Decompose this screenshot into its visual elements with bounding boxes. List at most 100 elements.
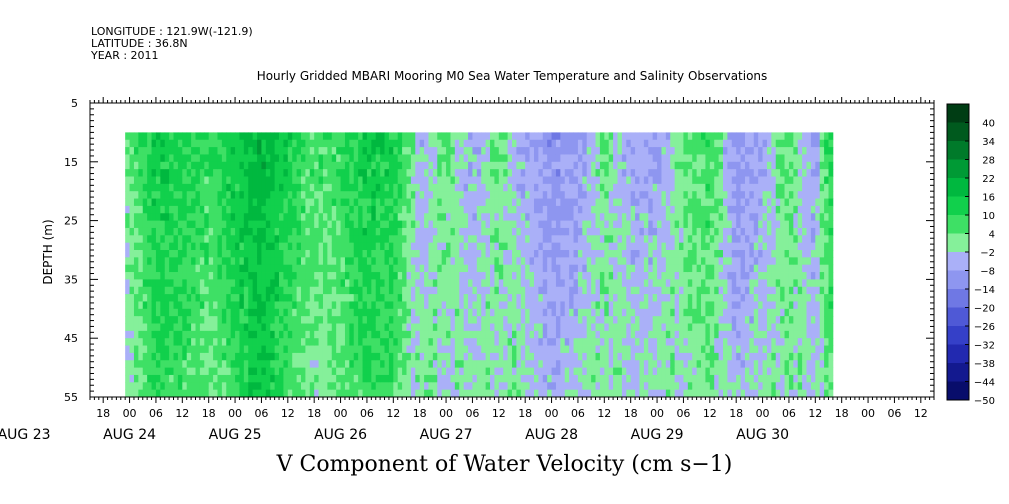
heatmap-cell xyxy=(626,374,632,383)
heatmap-cell xyxy=(177,389,183,398)
heatmap-cell xyxy=(701,374,706,383)
heatmap-cell xyxy=(665,139,671,148)
heatmap-cell xyxy=(349,139,355,148)
heatmap-cell xyxy=(701,316,706,324)
heatmap-cell xyxy=(182,279,188,288)
heatmap-cell xyxy=(683,382,689,391)
heatmap-cell xyxy=(705,352,711,361)
heatmap-cell xyxy=(533,367,539,376)
heatmap-cell xyxy=(670,316,676,324)
heatmap-cell xyxy=(322,132,328,141)
heatmap-cell xyxy=(481,389,487,398)
heatmap-cell xyxy=(665,235,671,244)
heatmap-cell xyxy=(410,382,416,391)
heatmap-cell xyxy=(327,272,333,280)
heatmap-cell xyxy=(718,132,724,141)
heatmap-cell xyxy=(186,147,192,155)
heatmap-cell xyxy=(327,191,333,199)
heatmap-cell xyxy=(604,286,610,295)
heatmap-cell xyxy=(512,330,517,339)
heatmap-cell xyxy=(547,213,552,221)
heatmap-cell xyxy=(186,205,192,214)
heatmap-cell xyxy=(674,257,680,266)
heatmap-cell xyxy=(353,227,359,236)
heatmap-cell xyxy=(371,169,377,177)
heatmap-cell xyxy=(512,360,517,368)
heatmap-cell xyxy=(459,132,465,141)
heatmap-cell xyxy=(164,316,170,324)
heatmap-cell xyxy=(388,213,394,221)
heatmap-cell xyxy=(516,213,522,221)
heatmap-cell xyxy=(533,191,539,199)
heatmap-cell xyxy=(507,250,513,258)
heatmap-cell xyxy=(692,374,698,383)
heatmap-cell xyxy=(199,323,205,332)
heatmap-cell xyxy=(498,139,504,148)
heatmap-cell xyxy=(516,242,522,251)
heatmap-cell xyxy=(701,345,706,354)
heatmap-cell xyxy=(551,198,557,207)
heatmap-cell xyxy=(657,345,662,354)
heatmap-cell xyxy=(292,176,298,185)
heatmap-cell xyxy=(160,198,166,207)
heatmap-cell xyxy=(393,169,399,177)
heatmap-cell xyxy=(577,191,583,199)
heatmap-cell xyxy=(639,213,645,221)
heatmap-cell xyxy=(415,176,421,185)
heatmap-cell xyxy=(679,316,684,324)
heatmap-cell xyxy=(349,205,355,214)
heatmap-cell xyxy=(274,205,280,214)
heatmap-cell xyxy=(551,183,557,192)
heatmap-cell xyxy=(274,323,280,332)
heatmap-cell xyxy=(657,264,662,273)
heatmap-cell xyxy=(604,183,610,192)
heatmap-cell xyxy=(731,220,737,229)
heatmap-cell xyxy=(199,250,205,258)
heatmap-cell xyxy=(586,316,592,324)
heatmap-cell xyxy=(639,360,645,368)
heatmap-cell xyxy=(516,360,522,368)
heatmap-cell xyxy=(446,227,451,236)
heatmap-cell xyxy=(362,360,368,368)
heatmap-cell xyxy=(318,132,324,141)
heatmap-cell xyxy=(151,264,157,273)
heatmap-cell xyxy=(533,139,539,148)
heatmap-cell xyxy=(586,154,592,163)
heatmap-cell xyxy=(362,352,368,361)
heatmap-cell xyxy=(305,308,311,317)
heatmap-cell xyxy=(221,257,227,266)
heatmap-cell xyxy=(718,316,724,324)
heatmap-cell xyxy=(512,338,517,346)
heatmap-cell xyxy=(340,250,346,258)
heatmap-cell xyxy=(731,169,737,177)
heatmap-cell xyxy=(287,308,293,317)
heatmap-cell xyxy=(679,205,684,214)
heatmap-cell xyxy=(125,161,130,170)
heatmap-cell xyxy=(542,345,548,354)
heatmap-cell xyxy=(604,316,610,324)
heatmap-cell xyxy=(525,360,530,368)
heatmap-cell xyxy=(226,294,232,302)
heatmap-cell xyxy=(516,169,522,177)
heatmap-cell xyxy=(173,242,179,251)
heatmap-cell xyxy=(533,198,539,207)
heatmap-cell xyxy=(582,382,588,391)
heatmap-cell xyxy=(221,220,227,229)
heatmap-cell xyxy=(349,345,355,354)
heatmap-cell xyxy=(599,176,605,185)
heatmap-cell xyxy=(718,198,724,207)
heatmap-cell xyxy=(525,389,530,398)
heatmap-cell xyxy=(358,389,363,398)
heatmap-cell xyxy=(384,345,390,354)
heatmap-cell xyxy=(538,235,544,244)
heatmap-cell xyxy=(454,345,460,354)
heatmap-cell xyxy=(160,352,166,361)
heatmap-cell xyxy=(701,132,706,141)
heatmap-cell xyxy=(384,161,390,170)
heatmap-cell xyxy=(261,139,267,148)
heatmap-cell xyxy=(490,227,495,236)
heatmap-cell xyxy=(441,250,447,258)
heatmap-cell xyxy=(221,176,227,185)
heatmap-cell xyxy=(393,272,399,280)
heatmap-cell xyxy=(402,161,407,170)
